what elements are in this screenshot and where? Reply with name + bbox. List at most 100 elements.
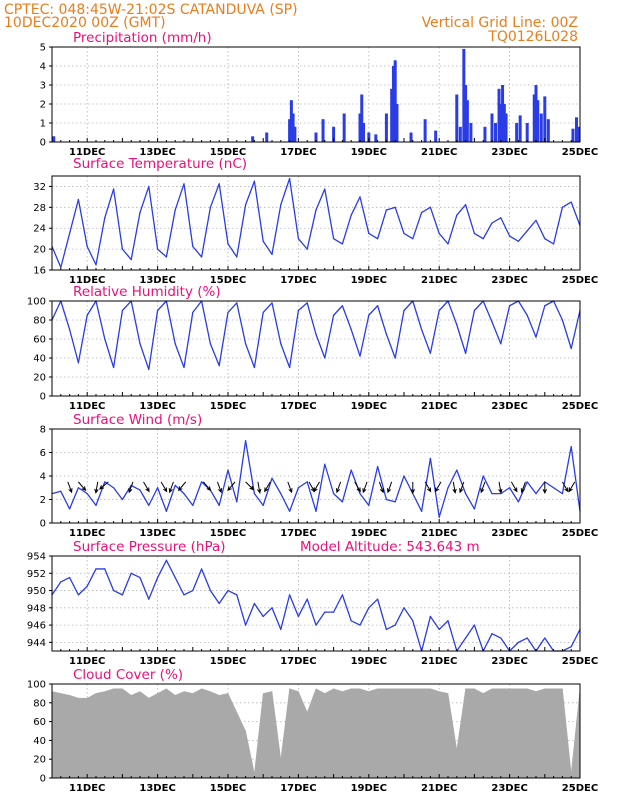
series-line-segment	[121, 484, 132, 501]
cloud-cover-segment	[535, 688, 546, 779]
series-line-segment	[324, 314, 335, 359]
wind-arrow	[264, 481, 271, 493]
cloud-cover-segment	[174, 691, 185, 779]
series-line-segment	[139, 489, 150, 507]
series-line-segment	[227, 589, 238, 596]
series-line-segment	[517, 300, 528, 316]
series-line-segment	[368, 305, 379, 316]
precipitation-bar	[391, 66, 395, 142]
wind-panel: Surface Wind (m/s) 0 2 4 6 8 11DEC 13DEC 15DEC 1…	[40, 412, 599, 539]
series-line-segment	[77, 198, 88, 248]
series-line-segment	[183, 183, 194, 248]
series-line-segment	[174, 343, 185, 369]
y-tick-label: 40	[33, 354, 46, 365]
series-line-segment	[561, 201, 572, 208]
series-line-segment	[438, 232, 449, 245]
x-tick-label: 25DEC	[562, 401, 598, 412]
series-line-segment	[341, 469, 352, 503]
cloud-cover-segment	[130, 691, 141, 779]
series-line-segment	[535, 219, 546, 240]
cloud-cover-segment	[421, 688, 431, 779]
precipitation-bar	[393, 60, 397, 142]
series-line-segment	[280, 343, 291, 369]
cloud-cover-segment	[562, 688, 572, 779]
cloud-cover-segment	[403, 688, 414, 779]
series-line-segment	[473, 475, 484, 510]
header-code: TQ0126L028	[487, 29, 578, 45]
cloud-cover-segment	[157, 688, 167, 779]
series-line-segment	[350, 620, 361, 626]
wind-arrow	[452, 481, 457, 494]
series-line-segment	[385, 498, 396, 503]
wind-arrow	[202, 481, 212, 492]
series-line-segment	[253, 311, 264, 369]
series-line-segment	[227, 243, 238, 258]
cloud-cover-segment	[553, 688, 563, 779]
wind-arrow	[498, 481, 503, 494]
series-line-segment	[130, 300, 141, 345]
y-tick-label: 950	[27, 586, 46, 597]
y-tick-label: 6	[40, 448, 46, 459]
precipitation-bar	[374, 134, 378, 142]
cloud-cover-segment	[394, 688, 405, 779]
wind-arrow	[410, 481, 415, 495]
series-line-segment	[526, 637, 537, 652]
precipitation-bar	[539, 113, 543, 142]
series-line-segment	[227, 469, 238, 503]
series-line-segment	[68, 487, 80, 510]
y-tick-label: 946	[27, 621, 46, 632]
series-line-segment	[561, 319, 572, 350]
series-line-segment	[500, 305, 511, 345]
x-tick-label: 17DEC	[280, 656, 316, 667]
x-tick-label: 21DEC	[421, 275, 457, 286]
x-tick-label: 23DEC	[491, 783, 527, 794]
series-line-segment	[51, 490, 62, 495]
series-line-segment	[385, 624, 396, 631]
series-line-segment	[447, 300, 458, 326]
cloud-cover-segment	[201, 688, 211, 779]
wind-arrow	[510, 481, 518, 493]
y-tick-label: 952	[27, 569, 46, 580]
series-line-segment	[315, 188, 326, 211]
series-line-segment	[315, 463, 326, 512]
wind-title: Surface Wind (m/s)	[73, 412, 202, 428]
x-tick-label: 25DEC	[562, 147, 598, 158]
x-tick-label: 11DEC	[69, 656, 105, 667]
y-tick-label: 0	[40, 138, 46, 149]
series-line-segment	[297, 238, 308, 250]
wind-arrow	[313, 481, 320, 493]
series-line-segment	[192, 300, 203, 314]
y-tick-label: 60	[33, 335, 46, 346]
series-line-segment	[209, 589, 220, 605]
series-line-segment	[130, 572, 141, 579]
panel-frame	[51, 300, 581, 397]
cloud-cover-segment	[262, 691, 273, 779]
series-line-segment	[104, 481, 115, 489]
y-tick-label: 5	[40, 43, 46, 54]
wind-arrow	[387, 481, 393, 494]
y-tick-label: 8	[40, 425, 46, 436]
cloud-cover-segment	[148, 692, 158, 779]
precipitation-bar	[576, 126, 580, 142]
y-tick-label: 954	[27, 552, 46, 563]
wind-arrow	[227, 481, 236, 492]
wind-arrow	[67, 481, 73, 494]
x-tick-label: 25DEC	[562, 783, 598, 794]
cloud-cover-segment	[306, 688, 317, 779]
series-line-segment	[183, 492, 194, 507]
y-tick-label: 16	[33, 266, 46, 277]
series-line-segment	[420, 206, 432, 214]
series-line-segment	[447, 214, 458, 245]
series-line-segment	[552, 300, 564, 321]
series-line-segment	[77, 314, 88, 364]
x-tick-label: 21DEC	[421, 783, 457, 794]
cloud-cover-segment	[333, 688, 343, 779]
series-line-segment	[68, 328, 80, 364]
cloud-cover-segment	[113, 688, 123, 779]
series-line-segment	[174, 183, 185, 211]
precipitation-bar	[293, 126, 297, 142]
series-line-segment	[473, 232, 484, 240]
cloud-cover-segment	[122, 688, 132, 779]
series-line-segment	[288, 594, 300, 618]
series-line-segment	[359, 196, 370, 235]
